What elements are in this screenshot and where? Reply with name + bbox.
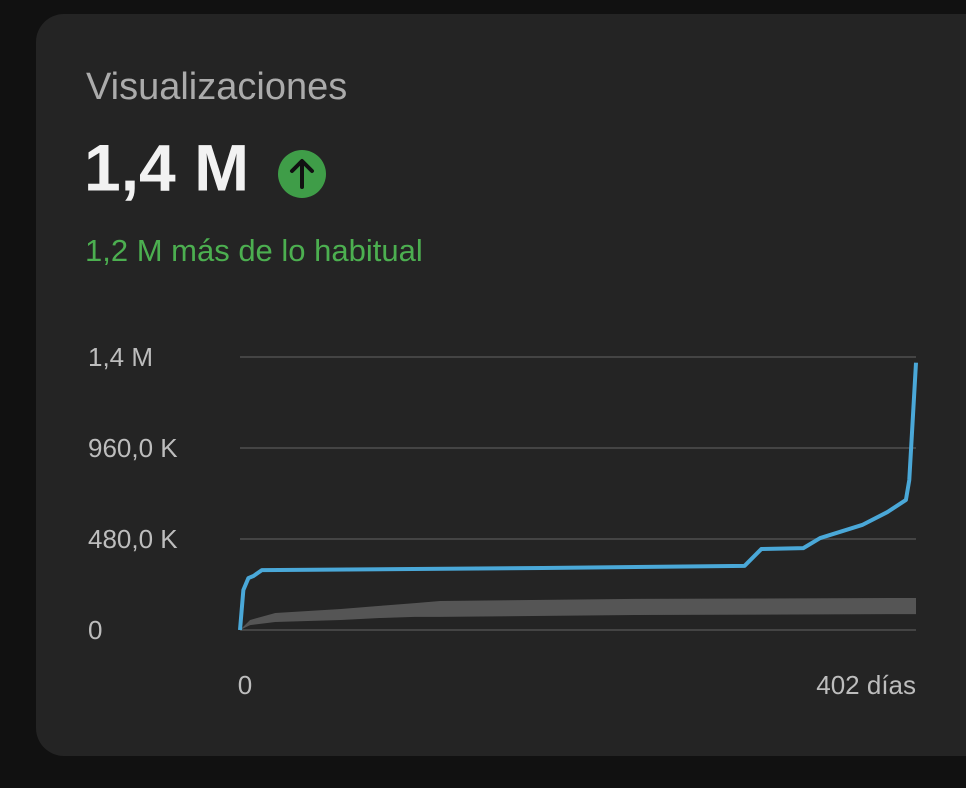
y-tick-label: 480,0 K xyxy=(88,524,178,554)
x-tick-label: 0 xyxy=(238,670,252,700)
y-tick-label: 1,4 M xyxy=(88,342,153,372)
y-tick-label: 0 xyxy=(88,615,102,645)
trend-up-icon xyxy=(278,150,326,198)
metric-value: 1,4 M xyxy=(84,130,249,204)
y-tick-label: 960,0 K xyxy=(88,433,178,463)
card-title: Visualizaciones xyxy=(86,66,347,108)
typical-range xyxy=(240,597,916,630)
card xyxy=(36,14,966,756)
delta-text: 1,2 M más de lo habitual xyxy=(85,233,423,268)
views-line xyxy=(238,362,918,631)
x-tick-label: 402 días xyxy=(816,670,916,700)
